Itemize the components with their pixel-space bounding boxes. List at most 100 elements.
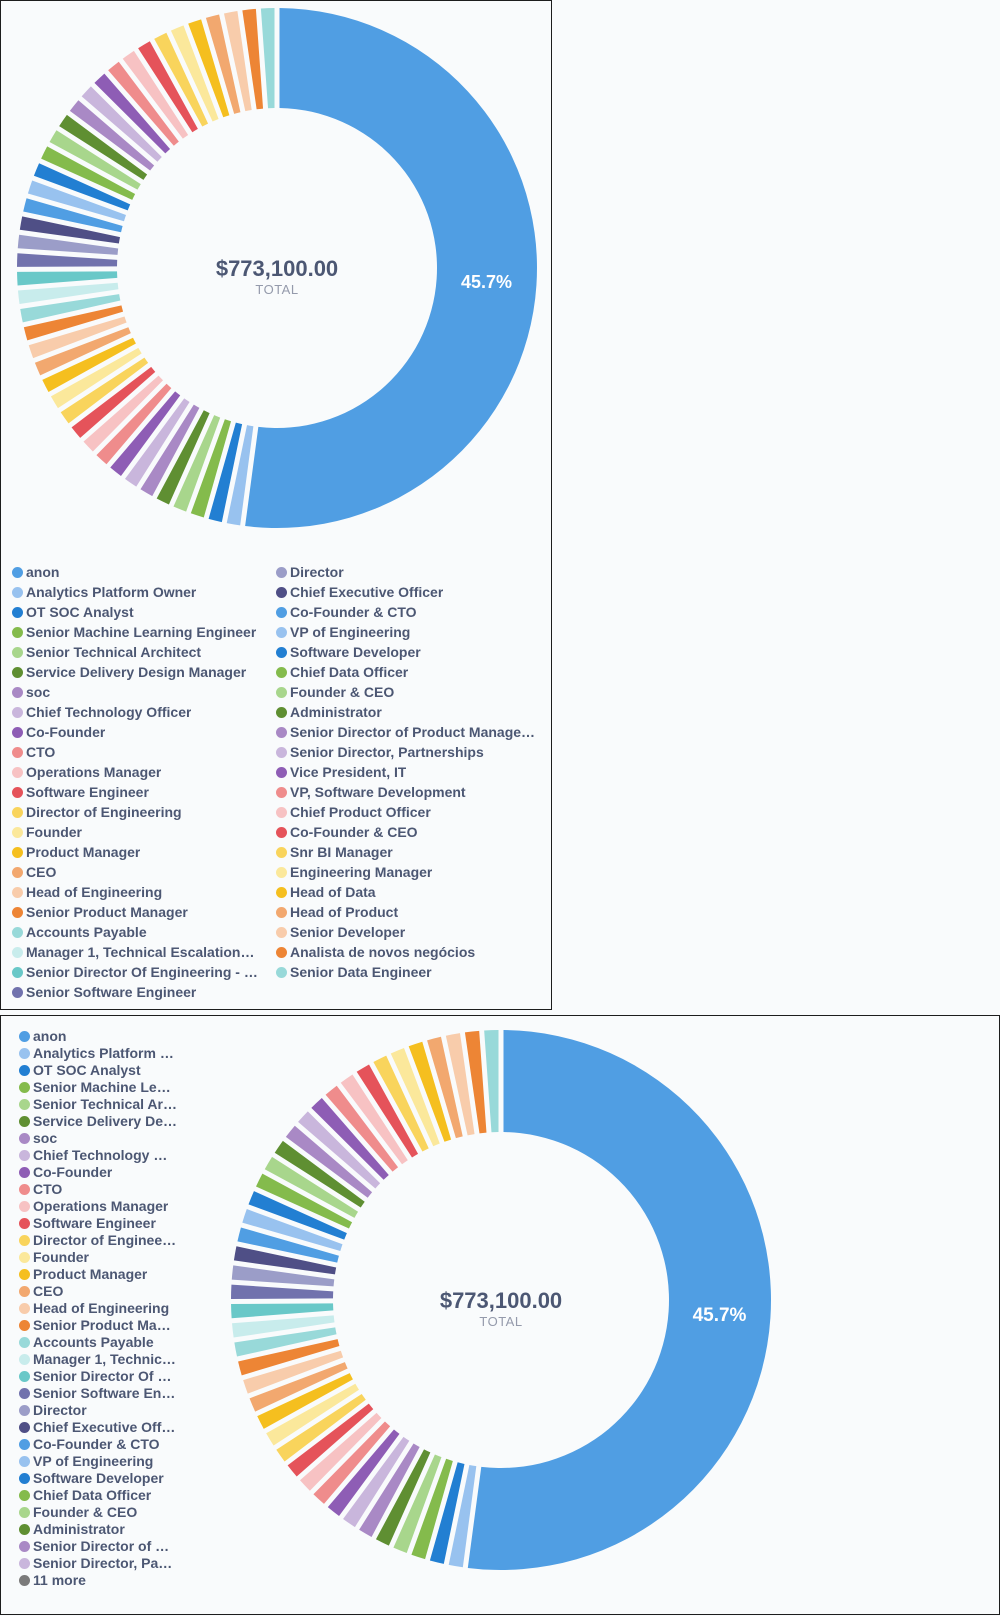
legend-item-top-23[interactable]: Chief Executive Officer [276,582,536,602]
legend-item-top-16[interactable]: Head of Engineering [12,882,262,902]
legend-item-top-24[interactable]: Co-Founder & CTO [276,602,536,622]
legend-item-top-9[interactable]: CTO [12,742,262,762]
legend-item-top-25[interactable]: VP of Engineering [276,622,536,642]
legend-dot-icon [19,1575,30,1586]
legend-item-top-2[interactable]: OT SOC Analyst [12,602,262,622]
legend-item-top-7[interactable]: Chief Technology Officer [12,702,262,722]
legend-item-top-21[interactable]: Senior Software Engineer [12,982,262,1002]
legend-dot-icon [19,1116,30,1127]
legend-label: Accounts Payable [33,1334,154,1350]
bottom-slice-21[interactable] [231,1285,333,1299]
legend-dot-icon [19,1150,30,1161]
legend-item-top-10[interactable]: Operations Manager [12,762,262,782]
legend-item-top-20[interactable]: Senior Director Of Engineering - Data [12,962,262,982]
legend-item-top-40[interactable]: Senior Developer [276,922,536,942]
legend-label: Service Delivery Design Manager [26,664,246,680]
legend-item-top-33[interactable]: VP, Software Development [276,782,536,802]
legend-dot-icon [12,947,23,958]
legend-dot-icon [12,847,23,858]
legend-dot-icon [12,587,23,598]
legend-label: anon [26,564,59,580]
legend-item-top-22[interactable]: Director [276,562,536,582]
legend-dot-icon [19,1456,30,1467]
legend-item-top-18[interactable]: Accounts Payable [12,922,262,942]
legend-dot-icon [12,787,23,798]
legend-item-top-5[interactable]: Service Delivery Design Manager [12,662,262,682]
legend-label: CEO [26,864,56,880]
legend-label: Head of Data [290,884,376,900]
bottom-total-value: $773,100.00 [440,1288,562,1313]
legend-dot-icon [276,627,287,638]
legend-label: Chief Data Officer [290,664,408,680]
legend-label: CTO [26,744,55,760]
legend-item-top-31[interactable]: Senior Director, Partnerships [276,742,536,762]
legend-dot-icon [12,627,23,638]
legend-dot-icon [12,867,23,878]
bottom-slice-20[interactable] [231,1303,333,1318]
legend-item-top-41[interactable]: Analista de novos negócios [276,942,536,962]
legend-label: Vice President, IT [290,764,406,780]
legend-label: Engineering Manager [290,864,432,880]
legend-item-top-1[interactable]: Analytics Platform Owner [12,582,262,602]
legend-label: Manager 1, Technical Escalations Enginee… [26,944,262,960]
legend-dot-icon [12,687,23,698]
top-slice-20[interactable] [17,271,117,285]
legend-dot-icon [276,887,287,898]
legend-label: anon [33,1028,66,1044]
bottom-slice-42[interactable] [484,1030,498,1132]
legend-item-top-38[interactable]: Head of Data [276,882,536,902]
legend-dot-icon [12,907,23,918]
legend-item-top-39[interactable]: Head of Product [276,902,536,922]
legend-item-top-12[interactable]: Director of Engineering [12,802,262,822]
legend-dot-icon [276,687,287,698]
legend-item-top-19[interactable]: Manager 1, Technical Escalations Enginee… [12,942,262,962]
legend-label: Senior Developer [290,924,405,940]
legend-dot-icon [276,907,287,918]
bottom-total-label: TOTAL [479,1314,522,1329]
donut-chart-card-bottom: 45.7% $773,100.00 TOTAL anon Analytics Plat… [0,1015,1000,1615]
legend-item-top-15[interactable]: CEO [12,862,262,882]
legend-dot-icon [276,607,287,618]
legend-item-top-26[interactable]: Software Developer [276,642,536,662]
legend-item-top-3[interactable]: Senior Machine Learning Engineer [12,622,262,642]
legend-item-top-0[interactable]: anon [12,562,262,582]
legend-dot-icon [19,1371,30,1382]
legend-item-top-28[interactable]: Founder & CEO [276,682,536,702]
top-slice-21[interactable] [17,253,117,267]
legend-item-top-8[interactable]: Co-Founder [12,722,262,742]
legend-item-top-14[interactable]: Product Manager [12,842,262,862]
legend-item-top-4[interactable]: Senior Technical Architect [12,642,262,662]
legend-item-top-29[interactable]: Administrator [276,702,536,722]
legend-dot-icon [19,1490,30,1501]
legend-item-top-11[interactable]: Software Engineer [12,782,262,802]
legend-label: Software Developer [290,644,421,660]
legend-item-top-37[interactable]: Engineering Manager [276,862,536,882]
legend-label: Product Manager [33,1266,147,1282]
legend-item-top-35[interactable]: Co-Founder & CEO [276,822,536,842]
legend-dot-icon [19,1337,30,1348]
legend-label: Co-Founder & CTO [290,604,417,620]
legend-label: Senior Director Of Engineering - Data [26,964,262,980]
legend-item-top-34[interactable]: Chief Product Officer [276,802,536,822]
top-slice-42[interactable] [261,8,275,108]
legend-item-top-30[interactable]: Senior Director of Product Management [276,722,536,742]
legend-dot-icon [12,967,23,978]
legend-more-button[interactable]: 11 more [19,1570,177,1590]
bottom-slice-percent-label: 45.7% [693,1305,747,1326]
legend-dot-icon [12,887,23,898]
legend-item-top-36[interactable]: Snr BI Manager [276,842,536,862]
legend-item-top-32[interactable]: Vice President, IT [276,762,536,782]
legend-item-top-27[interactable]: Chief Data Officer [276,662,536,682]
legend-label: Director of Engineering [33,1232,177,1248]
legend-label: OT SOC Analyst [26,604,134,620]
legend-label: Co-Founder [26,724,105,740]
legend-dot-icon [276,767,287,778]
legend-label: Director [33,1402,87,1418]
legend-label: Accounts Payable [26,924,147,940]
legend-item-top-6[interactable]: soc [12,682,262,702]
legend-dot-icon [12,707,23,718]
legend-label: Co-Founder [33,1164,112,1180]
legend-item-top-13[interactable]: Founder [12,822,262,842]
legend-item-top-17[interactable]: Senior Product Manager [12,902,262,922]
legend-item-top-42[interactable]: Senior Data Engineer [276,962,536,982]
